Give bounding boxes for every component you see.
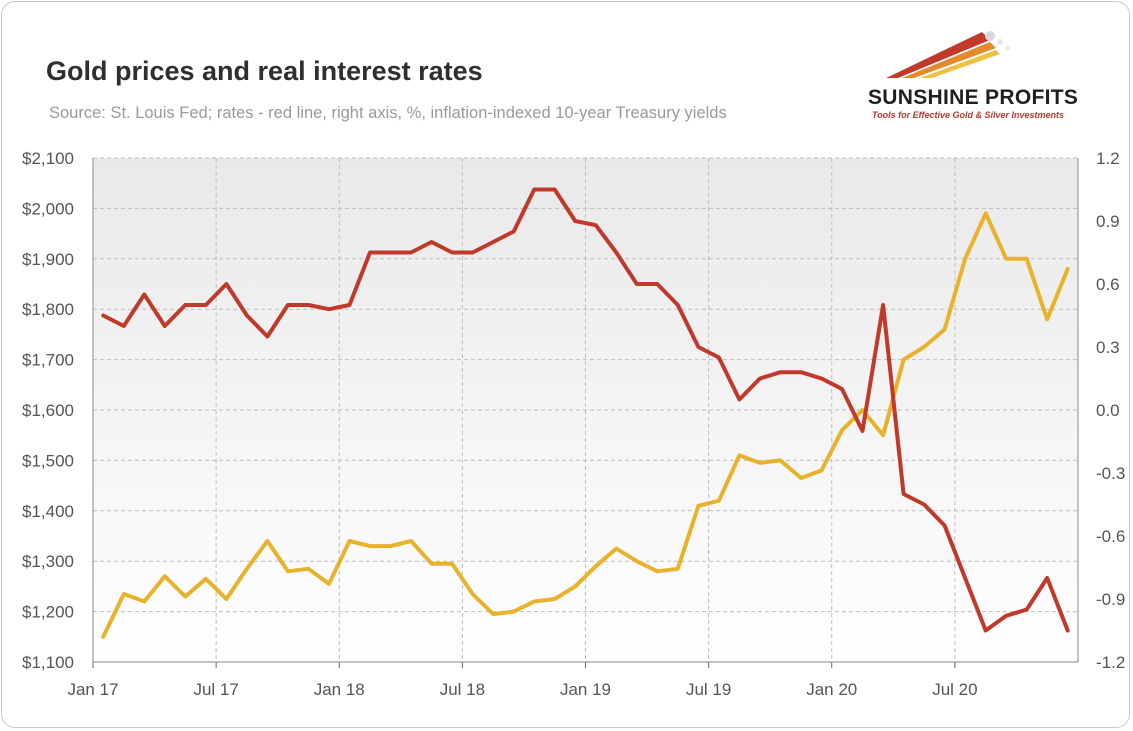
x-tick-label: Jan 19 bbox=[560, 680, 611, 699]
logo-name: SUNSHINE PROFITS bbox=[868, 86, 1079, 109]
x-tick-label: Jul 20 bbox=[932, 680, 977, 699]
logo-tagline: Tools for Effective Gold & Silver Invest… bbox=[872, 110, 1065, 120]
y-right-tick-label: 0.9 bbox=[1096, 212, 1120, 231]
y-right-tick-label: 1.2 bbox=[1096, 149, 1120, 168]
y-right-tick-label: -0.3 bbox=[1096, 464, 1125, 483]
y-right-tick-label: -1.2 bbox=[1096, 653, 1125, 672]
chart-subtitle: Source: St. Louis Fed; rates - red line,… bbox=[49, 104, 727, 122]
real-rate-line bbox=[101, 187, 1070, 633]
y-right-tick-label: -0.6 bbox=[1096, 527, 1125, 546]
x-tick-label: Jul 19 bbox=[686, 680, 731, 699]
y-left-tick-label: $1,200 bbox=[22, 603, 74, 622]
y-left-tick-label: $1,600 bbox=[22, 401, 74, 420]
gold-price-line bbox=[101, 211, 1070, 639]
y-left-tick-label: $1,400 bbox=[22, 502, 74, 521]
y-left-tick-label: $1,900 bbox=[22, 250, 74, 269]
y-right-tick-label: 0.3 bbox=[1096, 338, 1120, 357]
x-tick-label: Jul 17 bbox=[193, 680, 238, 699]
y-left-tick-label: $1,500 bbox=[22, 451, 74, 470]
y-left-tick-label: $1,700 bbox=[22, 351, 74, 370]
y-right-tick-label: 0.6 bbox=[1096, 275, 1120, 294]
x-tick-label: Jul 18 bbox=[440, 680, 485, 699]
x-tick-label: Jan 18 bbox=[314, 680, 365, 699]
x-tick-label: Jan 20 bbox=[806, 680, 857, 699]
y-left-tick-label: $2,000 bbox=[22, 199, 74, 218]
y-left-tick-label: $1,100 bbox=[22, 653, 74, 672]
chart-title: Gold prices and real interest rates bbox=[46, 56, 483, 86]
y-left-tick-label: $1,800 bbox=[22, 300, 74, 319]
y-right-tick-label: 0.0 bbox=[1096, 401, 1120, 420]
x-tick-label: Jan 17 bbox=[67, 680, 118, 699]
y-right-tick-label: -0.9 bbox=[1096, 590, 1125, 609]
y-left-tick-label: $1,300 bbox=[22, 552, 74, 571]
y-left-tick-label: $2,100 bbox=[22, 149, 74, 168]
sunshine-profits-logo-icon bbox=[886, 31, 1011, 78]
